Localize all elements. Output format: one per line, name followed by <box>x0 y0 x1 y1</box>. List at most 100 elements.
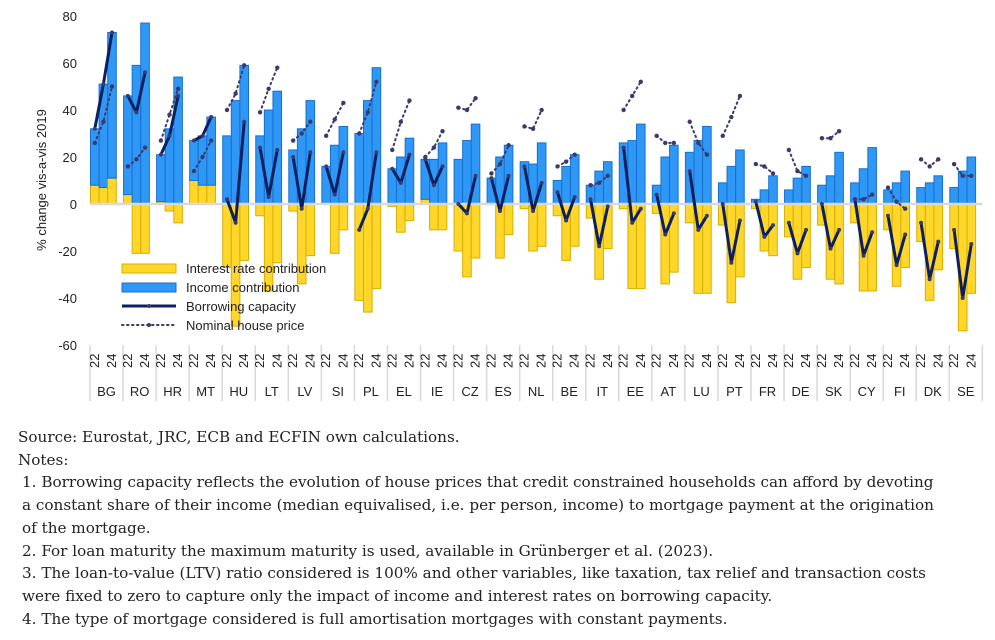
year-tick-label: 22 <box>946 354 961 368</box>
bar-income-AT-23 <box>660 156 671 205</box>
bar-income-PT-22 <box>717 182 728 205</box>
bar-interest-LT-24 <box>272 203 283 264</box>
bar-interest-PL-23 <box>363 203 373 313</box>
house-price-point-PL-23 <box>365 110 370 115</box>
bar-interest-MT-22 <box>189 180 199 205</box>
bar-income-SK-22 <box>817 184 827 205</box>
year-tick-label: 22 <box>715 354 730 368</box>
house-price-point-EL-24 <box>407 98 412 103</box>
borrowing-point-PT-23 <box>729 260 734 265</box>
house-price-point-HR-24 <box>175 86 181 92</box>
borrowing-point-IE-23 <box>431 183 436 188</box>
house-price-point-SE-23 <box>960 173 965 178</box>
year-tick-label: 24 <box>435 354 450 368</box>
house-price-point-DK-24 <box>936 157 941 162</box>
house-price-point-HU-23 <box>233 91 238 96</box>
borrowing-point-EL-23 <box>398 180 403 185</box>
house-price-point-LU-23 <box>696 140 701 146</box>
house-price-line-HU <box>226 64 246 111</box>
year-tick-label: 24 <box>963 354 978 368</box>
house-price-point-DE-24 <box>803 173 809 178</box>
year-tick-label: 24 <box>335 354 350 368</box>
bar-interest-PL-22 <box>354 203 364 301</box>
borrowing-point-IT-24 <box>605 204 610 209</box>
bar-income-PT-23 <box>726 165 737 205</box>
house-price-point-HR-23 <box>167 112 172 117</box>
house-price-point-HU-22 <box>224 107 230 113</box>
legend-marker-house <box>147 323 151 327</box>
borrowing-point-AT-23 <box>663 232 668 237</box>
borrowing-point-FI-22 <box>886 213 890 218</box>
year-tick-label: 22 <box>913 354 928 368</box>
y-tick-label: 60 <box>63 56 77 71</box>
house-price-point-BG-22 <box>92 140 98 146</box>
bar-income-SK-24 <box>834 151 844 205</box>
house-price-point-MT-22 <box>191 168 197 174</box>
bar-interest-IE-24 <box>437 203 448 231</box>
borrowing-point-BE-22 <box>555 190 560 195</box>
bar-interest-EL-24 <box>404 203 415 221</box>
year-tick-label: 22 <box>483 354 498 368</box>
borrowing-point-CZ-23 <box>464 211 469 216</box>
year-tick-label: 24 <box>236 354 251 368</box>
house-price-line-CY <box>853 193 874 201</box>
bar-income-PT-24 <box>735 149 745 205</box>
house-price-point-BE-22 <box>555 164 560 169</box>
year-tick-label: 22 <box>847 354 862 368</box>
house-price-point-EE-22 <box>621 107 626 113</box>
house-price-point-PT-24 <box>737 93 743 99</box>
year-tick-label: 22 <box>153 354 168 368</box>
borrowing-point-PT-22 <box>720 202 725 206</box>
year-tick-label: 22 <box>550 354 565 368</box>
note-line: a constant share of their income (median… <box>22 496 934 515</box>
house-price-point-SI-22 <box>323 133 329 139</box>
house-price-point-SK-23 <box>828 136 833 141</box>
bar-income-SK-23 <box>825 175 836 205</box>
house-price-point-EE-23 <box>630 93 635 99</box>
house-price-point-AT-24 <box>671 140 677 146</box>
borrowing-point-SI-22 <box>324 164 329 169</box>
house-price-point-EL-23 <box>398 119 404 124</box>
country-label-FI: FI <box>894 384 906 399</box>
year-tick-label: 22 <box>516 354 531 368</box>
house-price-point-IE-23 <box>431 145 437 150</box>
house-price-point-SE-22 <box>951 161 957 167</box>
house-price-point-FR-22 <box>753 161 758 167</box>
borrowing-point-MT-22 <box>191 138 196 143</box>
house-price-point-DK-23 <box>927 164 932 169</box>
bar-income-DE-24 <box>801 165 811 205</box>
house-price-point-LV-23 <box>299 131 304 136</box>
legend-label-borrowing: Borrowing capacity <box>186 299 296 314</box>
borrowing-point-MT-24 <box>209 115 214 120</box>
borrowing-point-EE-23 <box>630 220 635 225</box>
note-line: 4. The type of mortgage considered is fu… <box>22 609 728 628</box>
bar-interest-SK-24 <box>834 203 844 285</box>
bar-interest-CZ-24 <box>470 203 481 259</box>
year-tick-label: 24 <box>137 354 152 368</box>
year-tick-label: 24 <box>633 354 648 368</box>
note-line: 3. The loan-to-value (LTV) ratio conside… <box>22 564 926 583</box>
country-label-DK: DK <box>924 384 942 399</box>
country-label-IT: IT <box>596 384 608 399</box>
country-label-HU: HU <box>229 384 248 399</box>
house-price-point-AT-23 <box>663 140 668 146</box>
year-tick-label: 22 <box>781 354 796 368</box>
country-label-IE: IE <box>431 384 444 399</box>
year-tick-label: 24 <box>534 354 549 368</box>
year-tick-label: 24 <box>104 354 119 368</box>
borrowing-point-BG-24 <box>110 30 114 35</box>
year-tick-label: 22 <box>219 354 234 368</box>
borrowing-point-SI-24 <box>341 150 346 155</box>
y-tick-label: 80 <box>63 9 77 24</box>
country-label-SK: SK <box>825 384 843 399</box>
house-price-point-SI-23 <box>332 117 337 122</box>
borrowing-point-SK-23 <box>828 246 833 251</box>
bar-income-DK-24 <box>933 175 944 205</box>
borrowing-point-LV-22 <box>291 155 296 159</box>
house-price-point-HU-24 <box>242 63 247 68</box>
bar-interest-CZ-22 <box>453 203 464 252</box>
house-price-point-ES-24 <box>506 143 511 148</box>
borrowing-point-NL-22 <box>522 164 527 169</box>
notes: Source: Eurostat, JRC, ECB and ECFIN own… <box>18 426 988 630</box>
